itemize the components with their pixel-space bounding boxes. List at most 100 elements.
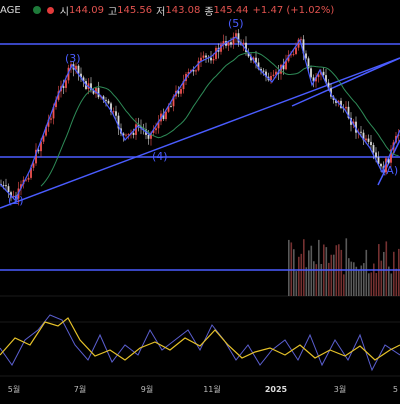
volume-bar xyxy=(368,273,370,296)
candle-body xyxy=(305,53,307,59)
candle-body xyxy=(182,81,185,90)
volume-bar xyxy=(383,251,385,296)
volume-bar xyxy=(293,249,295,296)
oscillator-signal-line xyxy=(0,314,400,372)
candle-body xyxy=(67,67,70,81)
candle-body xyxy=(362,132,365,141)
candle-body xyxy=(125,134,127,136)
channel-line[interactable] xyxy=(291,57,400,107)
candle-body xyxy=(80,73,82,78)
high-value: 145.56 xyxy=(117,4,153,16)
candle-body xyxy=(192,70,195,72)
candle-body xyxy=(355,121,357,133)
volume-bar xyxy=(305,267,308,296)
candle-body xyxy=(12,195,15,198)
volume-bar xyxy=(360,265,363,296)
candle-body xyxy=(57,91,60,100)
wave-label-5: (5) xyxy=(228,17,244,30)
status-dot-icon xyxy=(46,6,54,14)
candle-body xyxy=(237,33,240,43)
candle-body xyxy=(347,106,350,118)
x-tick-label: 3월 xyxy=(334,384,346,394)
volume-bars xyxy=(288,238,400,296)
visibility-icon[interactable] xyxy=(32,6,41,14)
candle-body xyxy=(115,111,117,116)
ticker-symbol[interactable]: AGE xyxy=(0,4,21,16)
candle-body xyxy=(215,47,217,59)
volume-bar xyxy=(325,247,328,296)
candle-body xyxy=(370,141,372,146)
candle-body xyxy=(212,58,215,61)
volume-bar xyxy=(393,251,395,296)
wave-label-a: (A) xyxy=(382,164,398,177)
moving-average-line xyxy=(40,51,399,187)
candle-body xyxy=(30,167,32,178)
elliott-wave-line[interactable] xyxy=(0,36,400,202)
candle-body xyxy=(255,57,257,63)
candle-body xyxy=(252,57,255,61)
candle-body xyxy=(247,52,250,57)
volume-bar xyxy=(295,271,298,296)
volume-bar xyxy=(373,263,375,296)
candle-body xyxy=(345,106,347,109)
wave-label-2: (2) xyxy=(8,194,24,207)
volume-bar xyxy=(308,250,310,296)
volume-bar xyxy=(380,260,383,296)
volume-bar xyxy=(395,268,398,296)
volume-bar xyxy=(333,254,335,296)
candle-body xyxy=(317,74,320,78)
volume-bar xyxy=(315,264,318,296)
candle-body xyxy=(292,54,295,55)
candle-body xyxy=(97,87,100,98)
volume-bar xyxy=(313,261,315,296)
candle-body xyxy=(180,89,182,94)
volume-bar xyxy=(288,239,290,296)
candle-body xyxy=(52,107,55,119)
volume-bar xyxy=(370,272,373,296)
candle-body xyxy=(340,100,342,108)
candle-body xyxy=(335,99,337,103)
candle-body xyxy=(322,71,325,76)
volume-bar xyxy=(300,253,303,296)
candle-body xyxy=(280,64,282,74)
wave-label-4: (4) xyxy=(152,150,168,163)
x-axis: 5월 7월 9월 11월 2025 3월 5 xyxy=(8,384,398,394)
ohlc-header: AGE 시 144.09 고 145.56 저 143.08 종 145.44 … xyxy=(0,0,400,20)
candle-body xyxy=(390,149,392,163)
candle-body xyxy=(380,163,382,167)
open-value: 144.09 xyxy=(68,4,104,16)
candle-body xyxy=(147,134,150,139)
candle-body xyxy=(302,39,305,54)
candle-body xyxy=(260,68,262,71)
close-value: 145.44 xyxy=(213,4,249,16)
candle-body xyxy=(197,60,200,71)
candle-body xyxy=(35,149,37,164)
candle-body xyxy=(202,55,205,58)
trendline[interactable] xyxy=(0,57,400,209)
candle-body xyxy=(170,106,172,107)
candle-body xyxy=(10,192,12,198)
candle-body xyxy=(287,54,290,62)
candle-body xyxy=(140,126,142,128)
candlesticks xyxy=(0,29,400,206)
candle-body xyxy=(310,68,312,78)
candle-body xyxy=(37,149,40,152)
candle-body xyxy=(360,131,362,133)
low-label: 저 xyxy=(156,6,166,18)
candle-body xyxy=(315,77,317,82)
candle-body xyxy=(325,75,327,83)
x-tick-label: 5 xyxy=(393,385,398,394)
candle-body xyxy=(105,99,107,101)
volume-bar xyxy=(345,238,348,296)
volume-bar xyxy=(318,239,320,296)
candle-body xyxy=(327,82,330,89)
volume-bar xyxy=(320,264,323,296)
candle-body xyxy=(272,74,275,77)
x-tick-label: 7월 xyxy=(74,384,86,394)
candle-body xyxy=(200,57,202,61)
candle-body xyxy=(107,100,110,104)
candle-body xyxy=(165,111,167,120)
candle-body xyxy=(90,83,92,91)
candle-body xyxy=(50,118,52,120)
candle-body xyxy=(55,99,57,108)
